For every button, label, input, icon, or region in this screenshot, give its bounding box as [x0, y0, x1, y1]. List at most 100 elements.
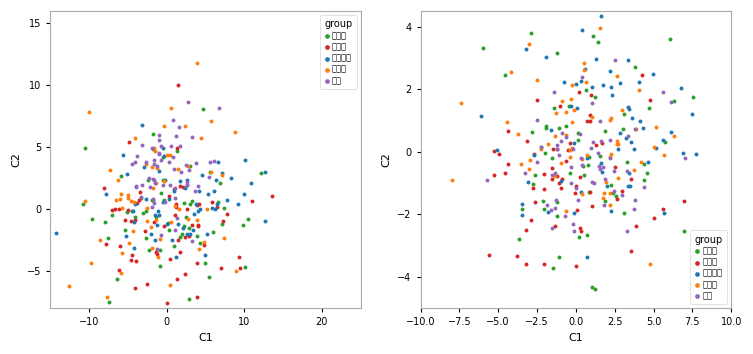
위암	[166, 154, 178, 160]
위암	[148, 157, 160, 163]
유방암	[596, 141, 608, 146]
건강인	[659, 139, 671, 145]
유방암	[174, 249, 186, 255]
대장질	[569, 107, 581, 113]
대장질	[598, 190, 610, 196]
건강인	[255, 171, 267, 176]
고지혁증	[128, 219, 140, 225]
고지환공	[650, 145, 662, 151]
위암	[181, 179, 194, 185]
대장질	[587, 114, 599, 120]
대장질	[560, 109, 572, 115]
건강인	[599, 129, 611, 134]
위격	[519, 170, 531, 176]
대장질	[581, 79, 593, 85]
건강인	[154, 263, 166, 269]
고지환공	[568, 210, 580, 216]
대장암	[158, 178, 170, 184]
위격	[595, 138, 607, 144]
건강인	[592, 39, 604, 45]
고지혁증	[209, 178, 221, 183]
유방암	[125, 218, 137, 224]
대장암	[201, 206, 213, 211]
고지혁증	[159, 177, 171, 183]
유방암	[648, 216, 660, 221]
유방암	[551, 173, 563, 179]
고지혁증	[148, 212, 160, 217]
대장암	[216, 172, 228, 178]
건강인	[162, 221, 174, 226]
건강인	[173, 234, 185, 240]
대장암	[115, 191, 127, 196]
위암	[190, 160, 202, 166]
대장암	[193, 246, 205, 252]
대장질	[524, 157, 536, 163]
대장질	[560, 132, 572, 137]
건강인	[687, 94, 700, 99]
대장암	[164, 282, 176, 288]
위암	[171, 215, 183, 221]
대장암	[78, 199, 90, 204]
건강인	[102, 235, 114, 241]
고지환공	[657, 137, 669, 143]
유방암	[575, 228, 587, 233]
유방암	[119, 217, 131, 223]
위암	[153, 132, 165, 138]
대장암	[182, 216, 194, 222]
유방암	[112, 206, 124, 211]
위암	[173, 125, 185, 130]
유방암	[191, 294, 203, 300]
위격	[594, 118, 606, 124]
건강인	[608, 190, 620, 196]
건강인	[610, 193, 622, 199]
고지환공	[596, 160, 608, 166]
고지혁증	[259, 218, 271, 223]
위격	[549, 170, 561, 176]
대장질	[600, 179, 612, 185]
유방암	[585, 92, 597, 98]
위격	[567, 146, 579, 152]
유방암	[550, 147, 562, 152]
위암	[167, 118, 179, 123]
고지환공	[623, 107, 635, 112]
건강인	[183, 225, 195, 231]
고지환공	[491, 147, 503, 153]
X-axis label: C1: C1	[198, 333, 213, 343]
유방암	[526, 185, 538, 191]
건강인	[477, 45, 489, 51]
건강인	[599, 198, 611, 204]
위암	[175, 144, 187, 149]
건강인	[529, 172, 541, 177]
대장암	[62, 284, 75, 289]
유방암	[569, 190, 581, 196]
유방암	[169, 212, 181, 217]
대장암	[165, 105, 177, 110]
유방암	[133, 197, 145, 202]
고지환공	[587, 84, 599, 90]
위격	[608, 168, 620, 173]
대장질	[605, 115, 617, 121]
대장질	[604, 117, 616, 122]
고지혁증	[176, 225, 188, 231]
고지혁증	[181, 231, 193, 236]
유방암	[562, 148, 574, 153]
대장질	[630, 126, 642, 131]
위암	[186, 134, 198, 139]
위격	[548, 90, 560, 95]
건강인	[583, 189, 595, 195]
위암	[130, 184, 142, 190]
고지환공	[647, 71, 659, 77]
대장질	[565, 96, 577, 102]
고지환공	[575, 189, 587, 194]
대장암	[114, 196, 126, 202]
유방암	[172, 82, 184, 87]
위격	[620, 228, 633, 234]
건강인	[586, 284, 598, 290]
건강인	[617, 126, 629, 132]
건강인	[143, 248, 155, 253]
위격	[604, 137, 616, 143]
위격	[608, 188, 620, 194]
유방암	[657, 206, 669, 212]
유방암	[549, 224, 561, 229]
유방암	[528, 152, 540, 157]
